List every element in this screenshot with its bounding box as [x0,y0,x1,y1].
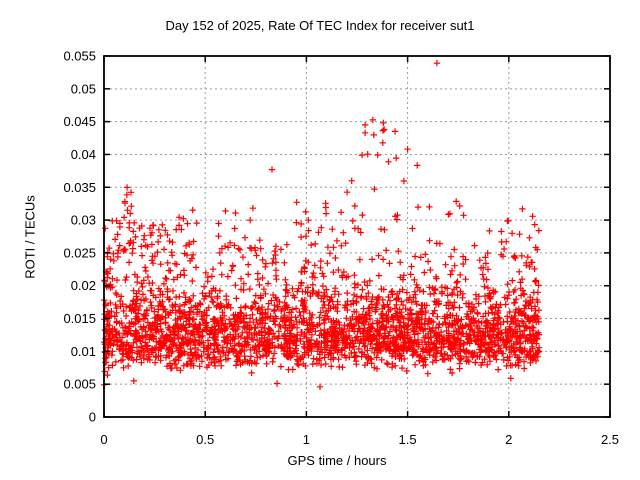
y-tick-label: 0.015 [63,311,96,326]
y-tick-label: 0.02 [71,278,96,293]
y-tick-label: 0.01 [71,344,96,359]
y-tick-label: 0 [89,410,96,425]
scatter-points [100,60,543,390]
y-tick-label: 0.03 [71,213,96,228]
x-axis-label: GPS time / hours [287,453,387,468]
plot-border [103,55,611,418]
chart-title: Day 152 of 2025, Rate Of TEC Index for r… [165,18,475,33]
y-tick-label: 0.05 [71,81,96,96]
x-tick-label: 1.5 [399,432,417,447]
y-tick-label: 0.035 [63,180,96,195]
x-tick-label: 1 [303,432,310,447]
y-tick-label: 0.025 [63,245,96,260]
y-tick-label: 0.005 [63,377,96,392]
x-tick-label: 2.5 [601,432,619,447]
x-tick-label: 2 [505,432,512,447]
x-tick-label: 0 [100,432,107,447]
x-tick-label: 0.5 [196,432,214,447]
y-tick-label: 0.055 [63,49,96,64]
y-tick-label: 0.04 [71,147,96,162]
y-tick-label: 0.045 [63,114,96,129]
